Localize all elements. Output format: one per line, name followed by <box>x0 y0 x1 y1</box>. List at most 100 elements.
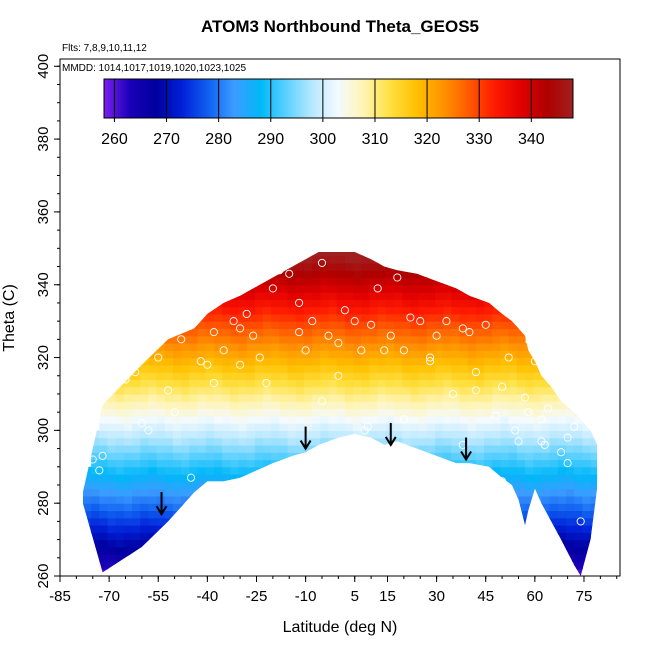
heatmap-cell <box>303 437 313 446</box>
heatmap-cell <box>263 568 272 576</box>
heatmap-cell <box>148 539 158 548</box>
observation-point <box>186 317 196 326</box>
heatmap-cell <box>394 386 403 395</box>
heatmap-cell <box>557 561 567 570</box>
heatmap-cell <box>189 328 199 337</box>
heatmap-cell <box>475 408 485 417</box>
heatmap-cell <box>222 517 231 526</box>
heatmap-cell <box>516 328 526 337</box>
heatmap-cell <box>303 379 313 388</box>
heatmap-cell <box>140 423 150 431</box>
heatmap-cell <box>320 252 330 257</box>
heatmap-cell <box>549 488 559 497</box>
heatmap-cell <box>164 423 174 431</box>
heatmap-cell <box>156 466 166 475</box>
heatmap-cell <box>582 488 592 497</box>
heatmap-cell <box>238 546 248 555</box>
heatmap-cell <box>377 306 387 315</box>
heatmap-cell <box>475 299 485 308</box>
heatmap-cell <box>590 466 598 475</box>
heatmap-cell <box>377 284 387 293</box>
heatmap-cell <box>213 474 223 482</box>
heatmap-cell <box>320 364 330 373</box>
heatmap-cell <box>132 481 141 490</box>
heatmap-cell <box>107 393 117 402</box>
heatmap-cell <box>467 525 477 533</box>
heatmap-cell <box>295 364 305 373</box>
heatmap-cell <box>525 379 534 388</box>
heatmap-cell <box>123 459 133 468</box>
heatmap-cell <box>443 335 452 344</box>
heatmap-cell <box>254 342 264 351</box>
heatmap-cell <box>123 539 133 548</box>
heatmap-cell <box>426 488 436 497</box>
heatmap-cell <box>140 488 150 497</box>
heatmap-cell <box>303 299 313 308</box>
heatmap-cell <box>402 503 412 512</box>
heatmap-cell <box>222 503 231 512</box>
heatmap-cell <box>148 546 158 555</box>
heatmap-cell <box>590 554 598 563</box>
heatmap-cell <box>574 495 583 504</box>
heatmap-cell <box>475 372 485 380</box>
heatmap-cell <box>533 364 543 373</box>
heatmap-cell <box>500 546 510 555</box>
heatmap-cell <box>312 539 321 548</box>
heatmap-cell <box>287 495 297 504</box>
heatmap-cell <box>181 321 190 330</box>
heatmap-cell <box>402 357 412 366</box>
heatmap-cell <box>328 444 338 453</box>
heatmap-cell <box>557 430 567 439</box>
heatmap-cell <box>197 357 207 366</box>
heatmap-cell <box>434 488 444 497</box>
heatmap-cell <box>344 510 354 519</box>
heatmap-cell <box>238 364 248 373</box>
heatmap-cell <box>140 481 150 490</box>
heatmap-cell <box>189 342 199 351</box>
heatmap-cell <box>263 335 272 344</box>
heatmap-cell <box>492 415 502 424</box>
heatmap-cell <box>525 525 534 533</box>
heatmap-cell <box>328 292 338 300</box>
heatmap-cell <box>320 546 330 555</box>
colorbar-tick-label: 310 <box>362 131 389 148</box>
heatmap-cell <box>287 299 297 308</box>
heatmap-cell <box>378 576 387 584</box>
heatmap-cell <box>353 503 362 512</box>
heatmap-cell <box>541 525 551 533</box>
heatmap-cell <box>549 415 559 424</box>
heatmap-cell <box>516 372 526 380</box>
heatmap-cell <box>320 350 330 359</box>
heatmap-cell <box>295 262 305 271</box>
heatmap-cell <box>263 342 272 351</box>
heatmap-cell <box>443 481 452 490</box>
heatmap-cell <box>197 379 207 388</box>
heatmap-cell <box>336 495 346 504</box>
heatmap-cell <box>516 481 526 490</box>
heatmap-cell <box>189 401 199 410</box>
heatmap-cell <box>222 292 231 300</box>
heatmap-cell <box>475 532 485 541</box>
heatmap-cell <box>344 452 354 461</box>
heatmap-cell <box>557 452 567 461</box>
heatmap-cell <box>164 328 174 337</box>
observation-point <box>442 317 451 326</box>
heatmap-cell <box>213 488 223 497</box>
heatmap-cell <box>369 474 379 482</box>
heatmap-cell <box>336 335 346 344</box>
heatmap-cell <box>132 415 141 424</box>
observation-point <box>504 353 513 362</box>
heatmap-cell <box>467 532 477 541</box>
heatmap-cell <box>312 401 321 410</box>
heatmap-cell <box>197 459 207 468</box>
heatmap-cell <box>148 532 158 541</box>
heatmap-cell <box>328 401 338 410</box>
heatmap-cell <box>549 408 559 417</box>
heatmap-cell <box>377 262 387 271</box>
heatmap-cell <box>337 241 346 249</box>
heatmap-cell <box>132 379 141 388</box>
heatmap-cell <box>263 270 272 279</box>
heatmap-cell <box>500 510 510 519</box>
heatmap-cell <box>443 401 452 410</box>
heatmap-cell <box>172 539 182 548</box>
